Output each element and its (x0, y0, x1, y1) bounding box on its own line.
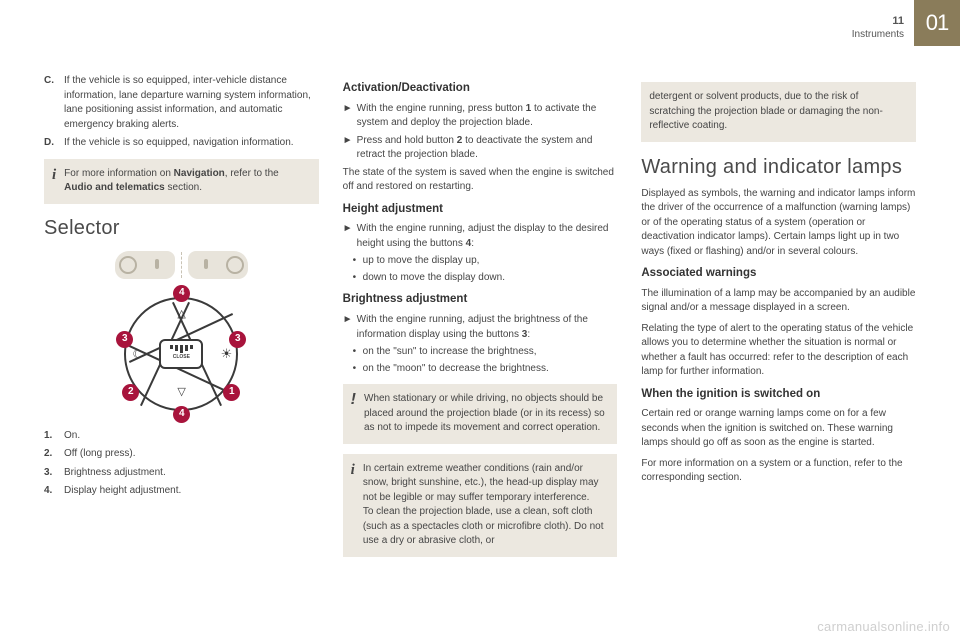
content-columns: C. If the vehicle is so equipped, inter-… (44, 74, 916, 614)
num-badge: 4 (173, 406, 190, 423)
sun-icon: ☀ (221, 345, 233, 364)
arrow-icon: ► (343, 222, 357, 251)
num-badge: 3 (116, 331, 133, 348)
activation-heading: Activation/Deactivation (343, 80, 618, 97)
paragraph: Displayed as symbols, the warning and in… (641, 187, 916, 260)
num-badge: 3 (229, 331, 246, 348)
bullet-line: ► With the engine running, adjust the br… (343, 313, 618, 342)
page-number: 11 (852, 14, 904, 28)
paragraph: For more information on a system or a fu… (641, 457, 916, 486)
column-1: C. If the vehicle is so equipped, inter-… (44, 74, 319, 614)
sub-bullet: •down to move the display down. (343, 271, 618, 286)
watermark: carmanualsonline.info (817, 619, 950, 634)
dpad-center-button: CLOSE (159, 339, 203, 369)
moon-icon: ☾ (132, 346, 143, 363)
page-header: 11 Instruments 01 (852, 0, 960, 46)
dpad-control: △ ▽ ☾ ☀ CLOSE 4 4 3 3 2 1 (116, 289, 246, 419)
steering-wheel-left-icon (115, 251, 175, 279)
list-item: D. If the vehicle is so equipped, naviga… (44, 136, 319, 151)
chapter-badge: 01 (914, 0, 960, 46)
legend-item: 2.Off (long press). (44, 447, 319, 462)
info-text: For more information on Navigation, refe… (64, 167, 309, 196)
height-heading: Height adjustment (343, 201, 618, 218)
selector-diagram: △ ▽ ☾ ☀ CLOSE 4 4 3 3 2 1 (44, 251, 319, 419)
legend-item: 4.Display height adjustment. (44, 484, 319, 499)
num-badge: 2 (122, 384, 139, 401)
sub-bullet: •on the "sun" to increase the brightness… (343, 345, 618, 360)
info-icon: i (351, 462, 355, 478)
arrow-icon: ► (343, 102, 357, 131)
info-text: detergent or solvent products, due to th… (649, 91, 882, 131)
list-text: If the vehicle is so equipped, navigatio… (64, 136, 294, 151)
legend-item: 1.On. (44, 429, 319, 444)
steering-wheel-right-icon (188, 251, 248, 279)
paragraph: Certain red or orange warning lamps come… (641, 407, 916, 451)
triangle-up-icon: △ (177, 307, 185, 323)
column-3: detergent or solvent products, due to th… (641, 74, 916, 614)
page-number-block: 11 Instruments (852, 0, 914, 41)
column-2: Activation/Deactivation ► With the engin… (343, 74, 618, 614)
arrow-icon: ► (343, 313, 357, 342)
paragraph: The illumination of a lamp may be accomp… (641, 287, 916, 316)
brightness-heading: Brightness adjustment (343, 291, 618, 308)
list-marker: D. (44, 136, 64, 151)
arrow-icon: ► (343, 134, 357, 163)
section-name: Instruments (852, 28, 904, 41)
separator-icon (181, 252, 182, 278)
info-box-continuation: detergent or solvent products, due to th… (641, 82, 916, 142)
paragraph: The state of the system is saved when th… (343, 166, 618, 195)
info-icon: i (52, 167, 56, 183)
bullet-line: ► Press and hold button 2 to deactivate … (343, 134, 618, 163)
triangle-down-icon: ▽ (177, 385, 185, 401)
info-box: i For more information on Navigation, re… (44, 159, 319, 204)
warning-lamps-heading: Warning and indicator lamps (641, 156, 916, 179)
warning-icon: ! (351, 392, 356, 408)
selector-heading: Selector (44, 214, 319, 243)
num-badge: 1 (223, 384, 240, 401)
list-marker: C. (44, 74, 64, 132)
ignition-heading: When the ignition is switched on (641, 386, 916, 403)
sub-bullet: •up to move the display up, (343, 254, 618, 269)
list-item: C. If the vehicle is so equipped, inter-… (44, 74, 319, 132)
associated-warnings-heading: Associated warnings (641, 265, 916, 282)
warning-text: When stationary or while driving, no obj… (364, 392, 607, 436)
legend-item: 3.Brightness adjustment. (44, 466, 319, 481)
bullet-line: ► With the engine running, press button … (343, 102, 618, 131)
sub-bullet: •on the "moon" to decrease the brightnes… (343, 362, 618, 377)
bullet-line: ► With the engine running, adjust the di… (343, 222, 618, 251)
info-box: i In certain extreme weather conditions … (343, 454, 618, 557)
paragraph: Relating the type of alert to the operat… (641, 322, 916, 380)
info-text: In certain extreme weather conditions (r… (363, 462, 608, 549)
warning-box: ! When stationary or while driving, no o… (343, 384, 618, 444)
list-text: If the vehicle is so equipped, inter-veh… (64, 74, 319, 132)
steering-wheels-row (115, 251, 248, 279)
num-badge: 4 (173, 285, 190, 302)
